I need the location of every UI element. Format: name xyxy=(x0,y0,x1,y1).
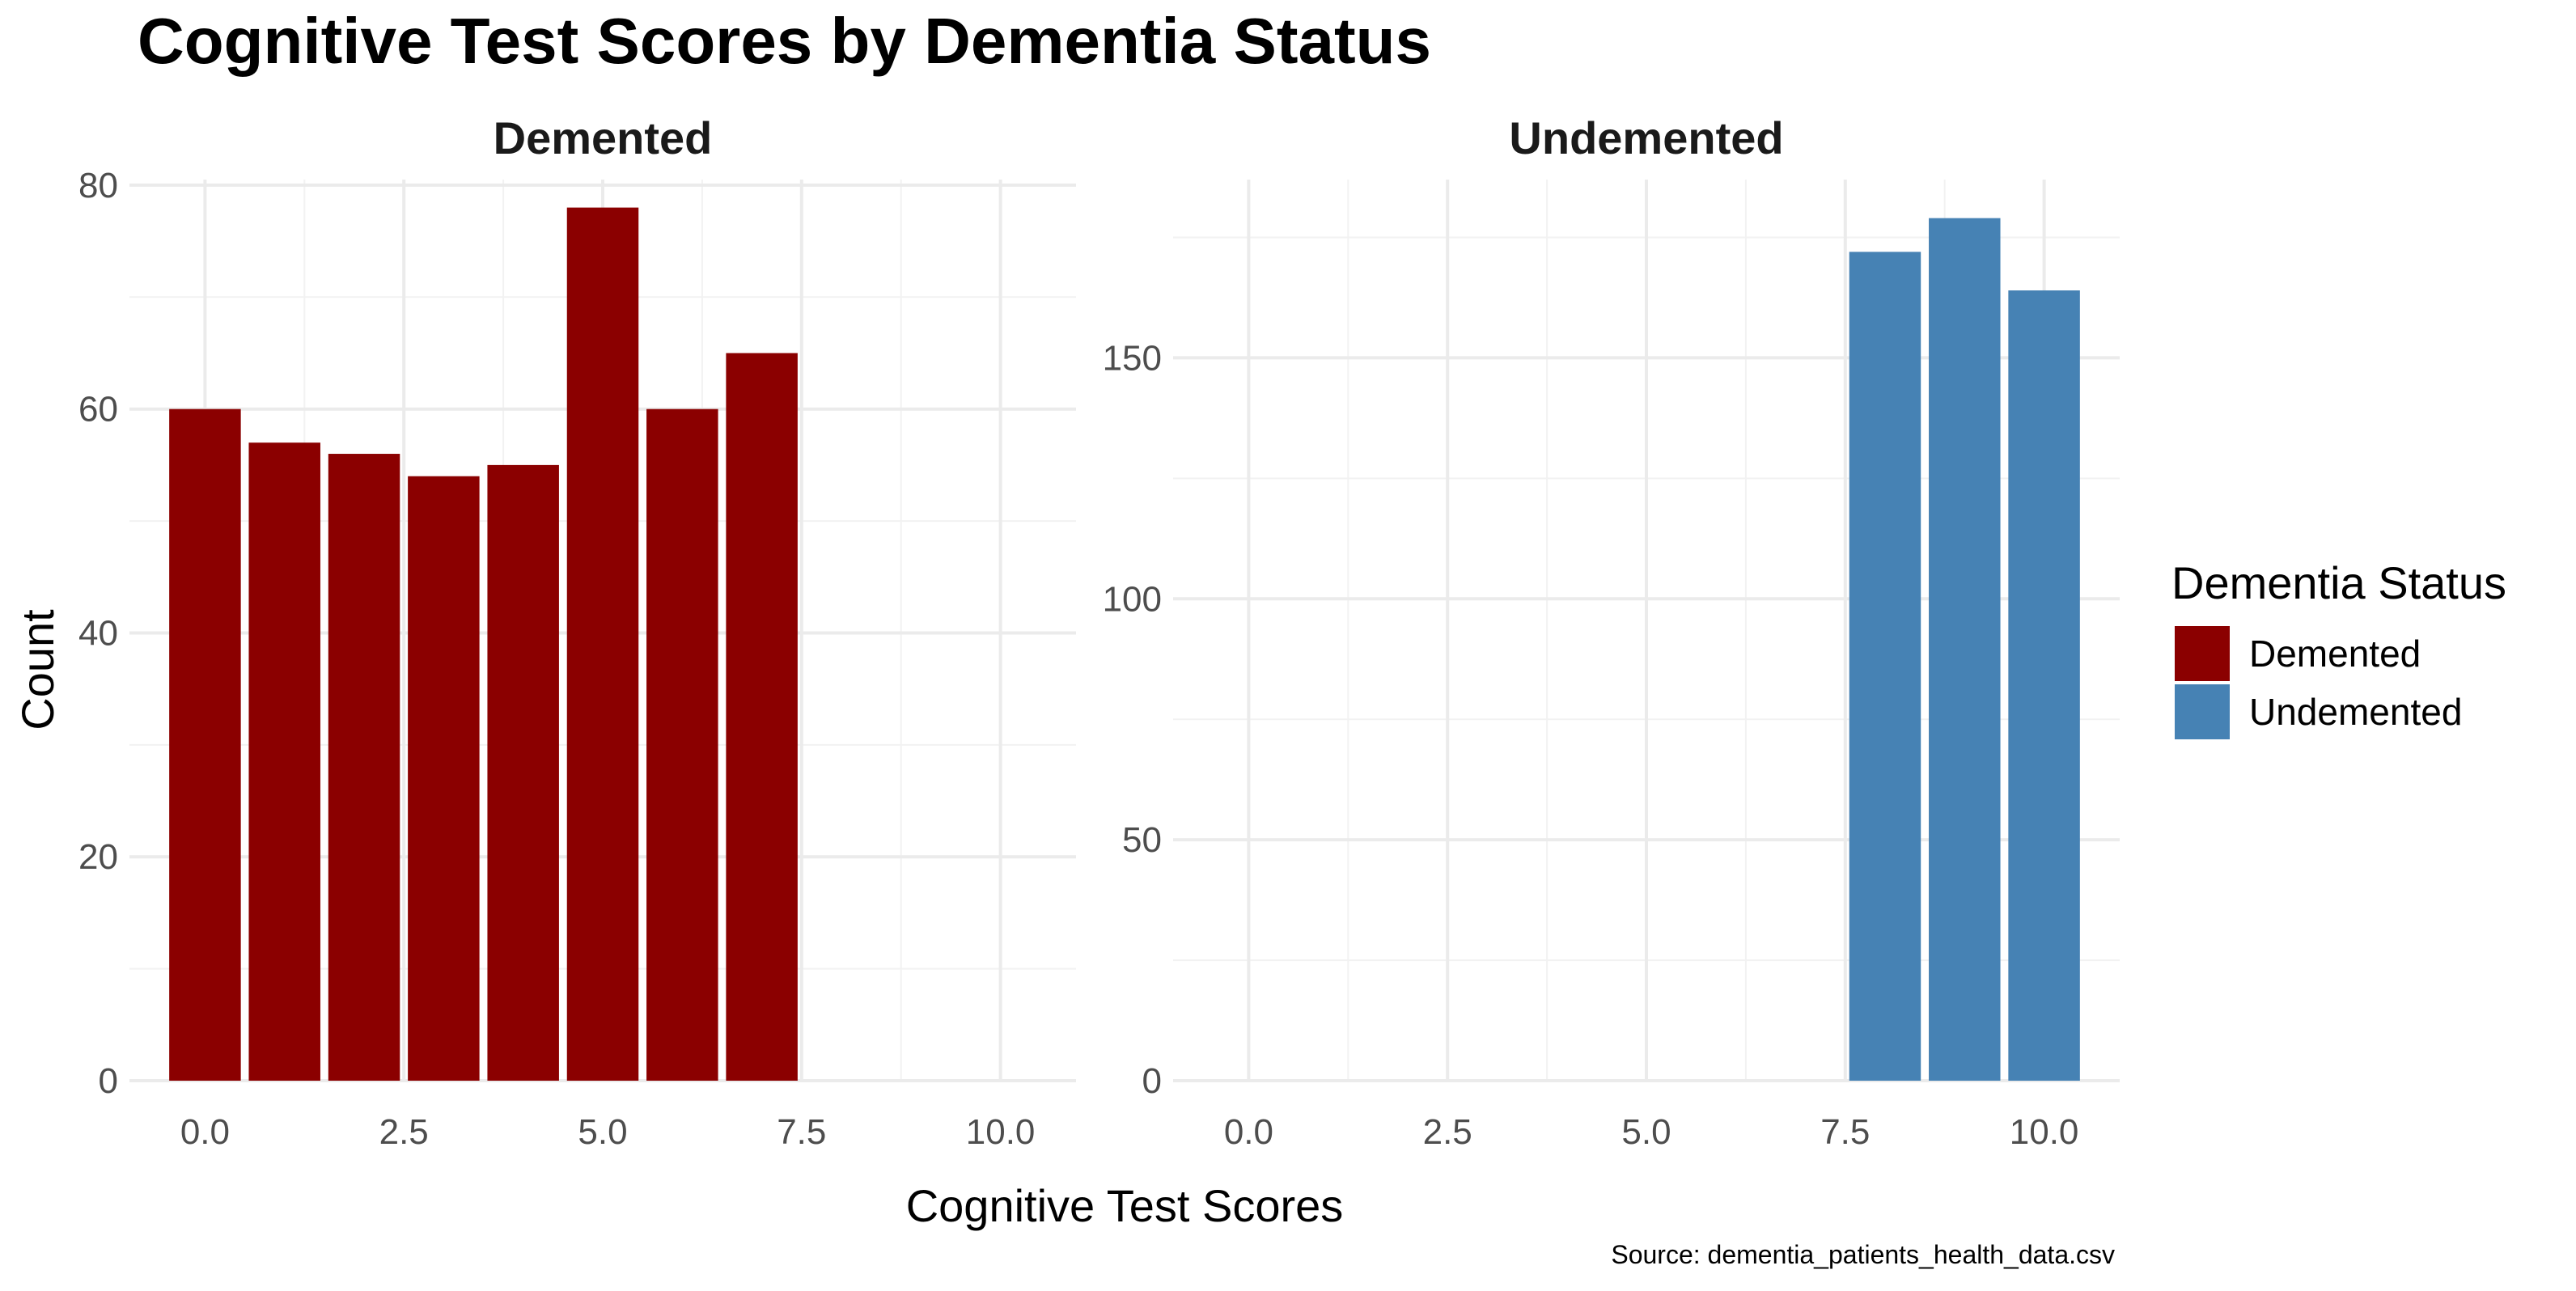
x-tick-label: 7.5 xyxy=(777,1112,826,1152)
bar-demented-1 xyxy=(248,442,320,1081)
x-tick-label: 10.0 xyxy=(966,1112,1036,1152)
x-tick-label: 7.5 xyxy=(1820,1112,1870,1152)
y-tick-label: 40 xyxy=(78,613,118,653)
bar-demented-0 xyxy=(169,408,241,1081)
facet-bars xyxy=(1849,218,2080,1081)
facet-label-demented: Demented xyxy=(494,112,713,163)
legend-label-demented: Demented xyxy=(2249,633,2421,675)
legend-title: Dementia Status xyxy=(2171,557,2506,608)
chart-title: Cognitive Test Scores by Dementia Status xyxy=(138,5,1431,77)
x-tick-labels: 0.0 2.5 5.0 7.5 10.0 xyxy=(180,1112,1036,1152)
y-tick-label: 100 xyxy=(1103,579,1162,619)
facet-panel-demented: 0 20 40 60 80 0.0 2.5 5.0 7.5 10.0 Demented xyxy=(78,112,1076,1152)
x-tick-label: 2.5 xyxy=(379,1112,429,1152)
bar-demented-4 xyxy=(487,464,559,1081)
bar-demented-6 xyxy=(646,408,718,1081)
x-axis-title: Cognitive Test Scores xyxy=(906,1180,1344,1231)
legend-label-undemented: Undemented xyxy=(2249,691,2462,733)
y-tick-label: 20 xyxy=(78,837,118,877)
bar-undemented-9 xyxy=(1929,218,2001,1081)
bar-demented-3 xyxy=(408,476,480,1081)
y-tick-label: 80 xyxy=(78,166,118,205)
x-tick-label: 10.0 xyxy=(2010,1112,2079,1152)
bar-demented-2 xyxy=(328,454,400,1081)
x-tick-labels: 0.0 2.5 5.0 7.5 10.0 xyxy=(1224,1112,2079,1152)
y-tick-labels: 0 20 40 60 80 xyxy=(78,166,118,1101)
y-tick-label: 60 xyxy=(78,390,118,430)
y-tick-label: 0 xyxy=(1142,1061,1162,1101)
facet-panel-undemented: 0 50 100 150 0.0 2.5 5.0 7.5 10.0 Undemented xyxy=(1103,112,2120,1152)
chart-caption: Source: dementia_patients_health_data.cs… xyxy=(1611,1240,2115,1269)
x-tick-label: 0.0 xyxy=(180,1112,230,1152)
bar-undemented-10 xyxy=(2008,290,2080,1081)
legend: Dementia Status Demented Undemented xyxy=(2171,557,2506,739)
facet-label-undemented: Undemented xyxy=(1509,112,1783,163)
y-tick-labels: 0 50 100 150 xyxy=(1103,338,1162,1101)
x-tick-label: 0.0 xyxy=(1224,1112,1273,1152)
y-axis-title: Count xyxy=(12,609,63,730)
bar-demented-7 xyxy=(726,353,798,1081)
y-tick-label: 0 xyxy=(99,1061,118,1101)
bar-undemented-8 xyxy=(1849,252,1921,1081)
x-tick-label: 2.5 xyxy=(1423,1112,1472,1152)
facet-bars xyxy=(169,207,798,1081)
y-tick-label: 50 xyxy=(1122,820,1162,860)
x-tick-label: 5.0 xyxy=(578,1112,627,1152)
legend-swatch-demented xyxy=(2175,626,2230,681)
legend-swatch-undemented xyxy=(2175,684,2230,739)
x-tick-label: 5.0 xyxy=(1621,1112,1671,1152)
y-tick-label: 150 xyxy=(1103,338,1162,378)
bar-demented-5 xyxy=(566,207,639,1081)
